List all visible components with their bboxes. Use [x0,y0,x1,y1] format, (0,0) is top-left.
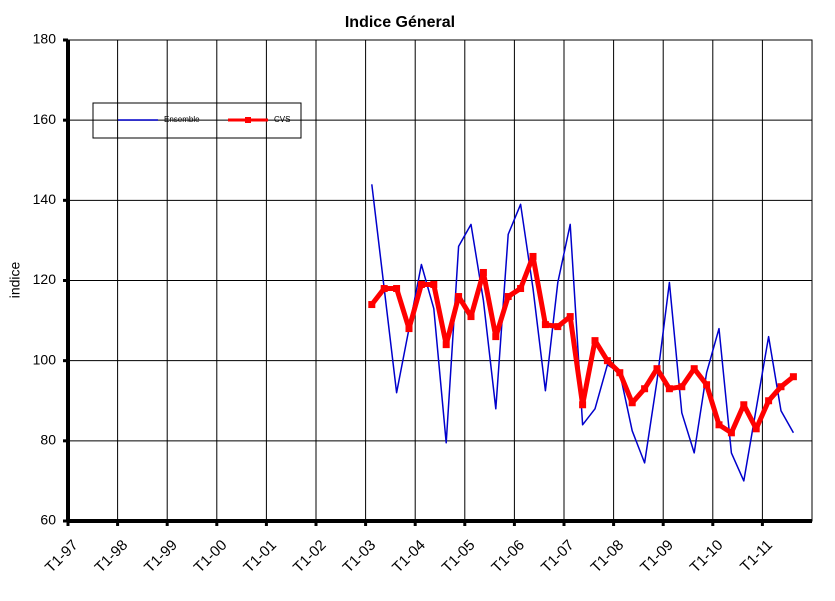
point [504,293,512,301]
point [479,268,487,276]
point [566,313,574,321]
point [442,341,450,349]
y-tick-label: 120 [33,271,57,287]
point [529,252,537,260]
y-tick-label: 100 [33,351,57,367]
point [765,397,773,405]
x-tick-label: T1-04 [389,537,429,577]
point [752,425,760,433]
x-tick-label: T1-11 [737,537,776,576]
point [740,401,748,409]
chart-title: Indice Géneral [345,14,455,31]
x-tick-label: T1-10 [687,537,727,577]
point [492,333,500,341]
point [579,401,587,409]
legend-label: Ensemble [164,115,200,124]
point [591,337,599,345]
point [393,285,401,293]
point [641,385,649,393]
y-tick-label: 140 [33,191,57,207]
point [603,357,611,365]
point [467,313,475,321]
y-tick-label: 180 [33,31,57,47]
point [678,383,686,391]
x-tick-label: T1-01 [240,537,280,577]
x-tick-label: T1-03 [340,537,380,577]
point [690,365,698,373]
x-tick-label: T1-09 [637,537,677,577]
point [789,373,797,381]
legend-marker [245,117,251,123]
point [628,399,636,407]
point [727,429,735,437]
x-tick-label: T1-00 [191,537,231,577]
point [665,385,673,393]
legend-label: CVS [274,115,290,124]
y-tick-label: 80 [40,432,56,448]
y-tick-label: 160 [33,111,57,127]
x-tick-label: T1-98 [92,537,132,577]
y-tick-label: 60 [40,512,56,528]
point [541,321,549,329]
point [653,365,661,373]
point [380,285,388,293]
point [430,281,438,289]
point [368,301,376,309]
point [777,383,785,391]
x-tick-label: T1-02 [290,537,330,577]
point [715,421,723,429]
point [616,369,624,377]
point [554,323,562,331]
point [405,325,413,333]
y-axis-title: indice [7,262,23,299]
point [517,285,525,293]
x-tick-label: T1-99 [141,537,181,577]
point [455,293,463,301]
x-tick-label: T1-08 [588,537,628,577]
x-tick-label: T1-05 [439,537,479,577]
x-tick-label: T1-97 [42,537,82,577]
series-line [371,184,795,482]
x-tick-label: T1-06 [488,537,528,577]
point [703,381,711,389]
point [417,281,425,289]
x-tick-label: T1-07 [538,537,578,577]
